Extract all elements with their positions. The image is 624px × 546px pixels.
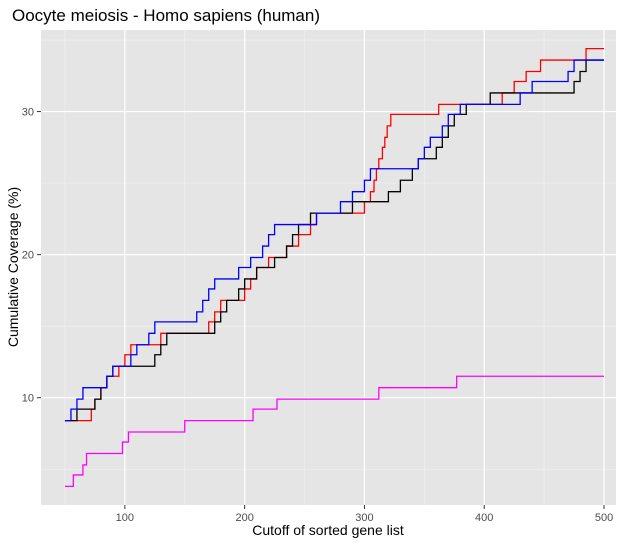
chart-title: Oocyte meiosis - Homo sapiens (human) (12, 6, 320, 25)
series-line-4 (64, 375, 605, 488)
x-axis-title: Cutoff of sorted gene list (252, 522, 404, 538)
y-tick-label: 20 (22, 250, 34, 262)
x-axis: 100 200 300 400 500 (116, 505, 613, 524)
x-tick-label: 500 (595, 512, 613, 524)
x-tick-label: 400 (475, 512, 493, 524)
x-tick-label: 300 (355, 512, 373, 524)
grid-minor (41, 30, 616, 505)
x-tick-label: 200 (235, 512, 253, 524)
x-tick-label: 100 (116, 512, 134, 524)
y-tick-label: 10 (22, 393, 34, 405)
series-line-3 (64, 59, 605, 422)
y-axis-title: Cumulative Coverage (%) (5, 187, 21, 347)
plot-panel (41, 30, 616, 505)
y-axis: 10 20 30 (22, 107, 41, 405)
grid-major (41, 30, 616, 505)
series-layer (64, 47, 605, 488)
y-tick-label: 30 (22, 107, 34, 119)
